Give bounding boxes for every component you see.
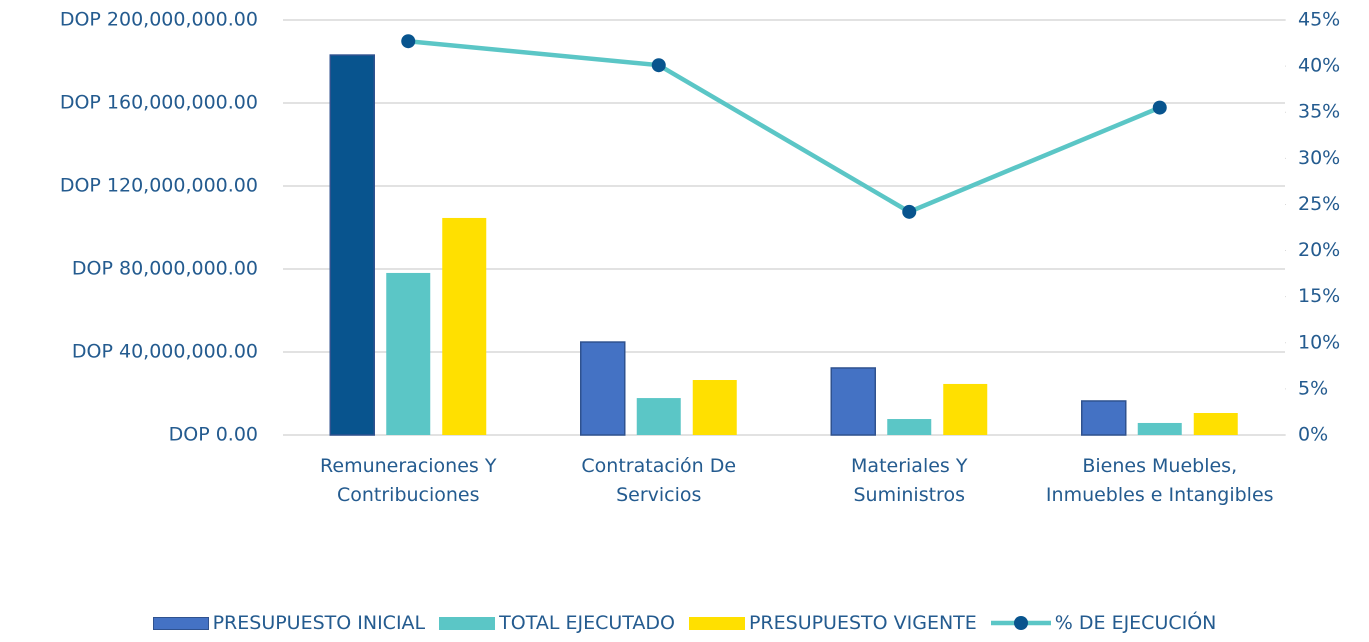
y2-tick-label: 15% (1298, 285, 1340, 307)
y2-tick-label: 25% (1298, 193, 1340, 215)
line-marker (401, 34, 416, 49)
line (408, 38, 1161, 215)
y2-tick-label: 45% (1298, 9, 1340, 31)
line-marker (1152, 100, 1167, 115)
bar (692, 380, 737, 435)
x-tick-label: Bienes Muebles, Inmuebles e Intangibles (1045, 455, 1274, 506)
y2-tick-label: 40% (1298, 55, 1340, 77)
legend-item: PRESUPUESTO VIGENTE (688, 612, 977, 634)
line-marker (651, 58, 666, 73)
y-tick-label: DOP 200,000,000.00 (60, 9, 258, 31)
bar (329, 54, 375, 436)
legend-item: TOTAL EJECUTADO (439, 612, 675, 634)
y2-tick-label: 35% (1298, 101, 1340, 123)
y2-tick-label: 20% (1298, 239, 1340, 261)
y2-tick-label: 5% (1298, 377, 1328, 399)
y-tick-label: DOP 0.00 (169, 424, 258, 446)
bar (887, 419, 932, 435)
x-tick-label: Remuneraciones Y Contribuciones (320, 455, 497, 506)
legend-swatch (990, 616, 1051, 630)
y2-tick-label: 30% (1298, 147, 1340, 169)
legend-swatch (152, 616, 209, 630)
bar (636, 398, 681, 435)
bar (830, 367, 876, 436)
legend-label: PRESUPUESTO VIGENTE (748, 612, 977, 634)
bar (442, 217, 487, 435)
legend-swatch (439, 616, 496, 630)
bar (1137, 422, 1182, 435)
legend-label: PRESUPUESTO INICIAL (212, 612, 426, 634)
legend-dot (1013, 616, 1028, 630)
bar (580, 341, 626, 436)
y2-tick-label: 10% (1298, 331, 1340, 353)
legend-item: % DE EJECUCIÓN (990, 612, 1217, 634)
legend: PRESUPUESTO INICIAL TOTAL EJECUTADO PRESUP… (0, 612, 1369, 634)
legend-label: TOTAL EJECUTADO (499, 612, 675, 634)
y-tick-label: DOP 120,000,000.00 (60, 175, 258, 197)
bar (386, 272, 431, 435)
bar (1193, 413, 1238, 435)
line-marker (902, 204, 917, 219)
legend-swatch (688, 616, 745, 630)
legend-item: PRESUPUESTO INICIAL (152, 612, 426, 634)
x-tick-label: Materiales Y Suministros (851, 455, 968, 506)
bar (1081, 400, 1127, 436)
y2-tick-label: 0% (1298, 424, 1328, 446)
x-tick-label: Contratación De Servicios (581, 455, 737, 506)
bar (943, 383, 988, 435)
y-tick-label: DOP 160,000,000.00 (60, 92, 258, 114)
y-tick-label: DOP 40,000,000.00 (72, 341, 258, 363)
legend-label: % DE EJECUCIÓN (1054, 612, 1217, 634)
y-tick-label: DOP 80,000,000.00 (72, 258, 258, 280)
